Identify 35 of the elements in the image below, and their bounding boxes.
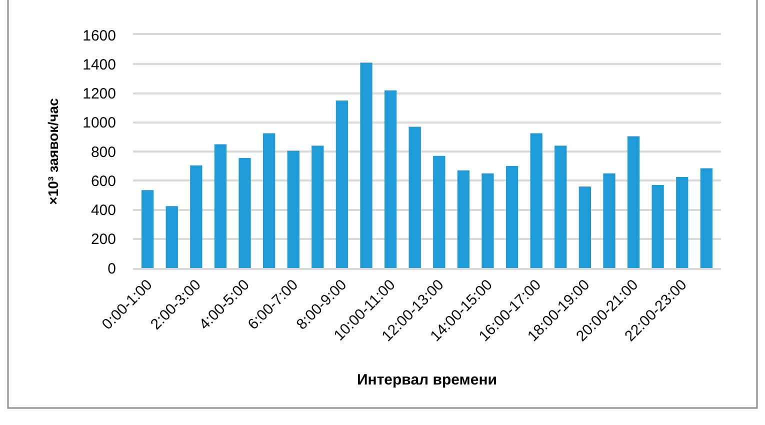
bar xyxy=(408,126,421,268)
bar xyxy=(506,166,518,268)
bar xyxy=(603,173,616,268)
bar xyxy=(312,146,324,268)
bar xyxy=(554,146,567,268)
bar xyxy=(142,190,154,268)
y-tick-label: 0 xyxy=(108,260,116,278)
y-tick-label: 1400 xyxy=(82,56,116,74)
y-tick-label: 200 xyxy=(90,231,116,248)
y-tick-label: 1000 xyxy=(82,114,116,132)
bar xyxy=(482,173,494,268)
bar xyxy=(530,133,542,268)
bar xyxy=(262,133,276,268)
y-axis-title: ×10³ заявок/час xyxy=(45,98,62,205)
bar xyxy=(676,176,688,268)
bar xyxy=(190,165,202,268)
y-tick-label: 400 xyxy=(90,202,116,219)
bar xyxy=(433,156,446,268)
y-tick-label: 800 xyxy=(90,144,116,161)
bar xyxy=(578,186,592,268)
y-tick-label: 600 xyxy=(90,172,116,190)
bar xyxy=(627,136,640,268)
x-axis-title: Интервал времени xyxy=(356,372,498,389)
bar xyxy=(238,158,251,268)
y-tick-label: 1600 xyxy=(82,27,116,44)
bar xyxy=(457,170,470,268)
bar xyxy=(700,168,712,268)
bar xyxy=(214,144,227,268)
bar xyxy=(384,90,397,268)
y-tick-label: 1200 xyxy=(82,86,116,102)
bar xyxy=(287,150,300,268)
bar xyxy=(336,100,348,268)
bar xyxy=(166,206,178,268)
bar xyxy=(360,62,372,268)
bar xyxy=(652,184,664,268)
